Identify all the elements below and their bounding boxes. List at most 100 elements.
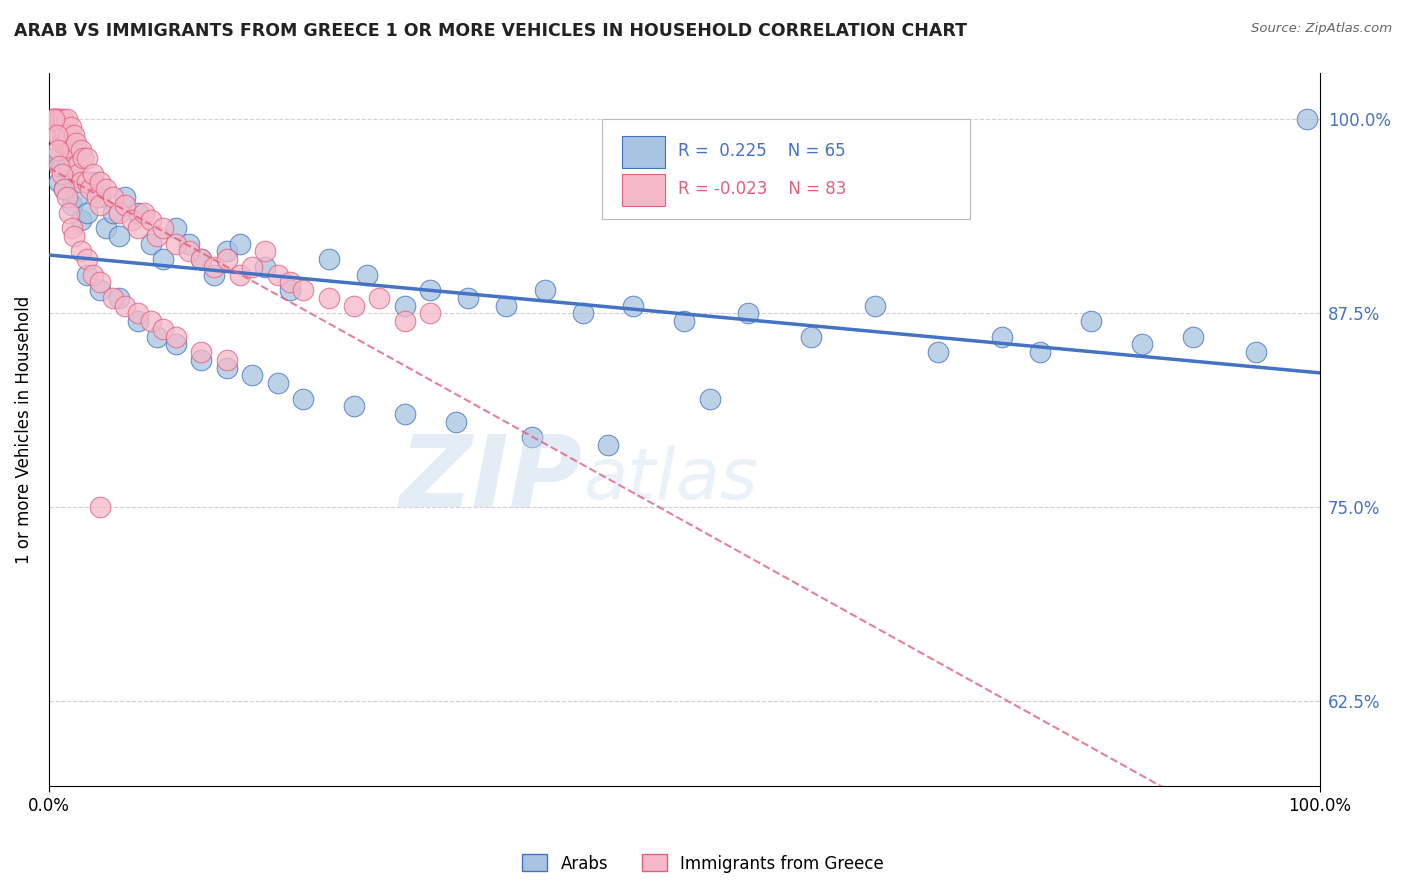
Point [190,345,212,359]
Point [292,283,315,297]
Point [114,299,136,313]
Point [62,151,84,165]
Point [76,151,98,165]
Point [152,322,174,336]
Point [44,151,66,165]
Point [67,167,90,181]
Point [76,268,98,282]
Point [240,260,263,274]
Point [49,112,72,127]
Point [737,306,759,320]
Point [800,329,823,343]
Point [69,144,91,158]
Point [318,291,340,305]
Point [114,198,136,212]
Point [127,205,149,219]
Point [394,314,416,328]
Point [58,205,80,219]
Point [60,144,83,158]
Point [165,337,187,351]
Point [42,112,65,127]
Point [215,352,238,367]
Point [146,228,169,243]
Point [520,430,543,444]
Point [46,112,69,127]
Point [457,291,479,305]
Point [121,213,143,227]
Point [127,306,149,320]
Point [53,128,76,142]
Point [228,268,250,282]
Point [48,159,70,173]
FancyBboxPatch shape [621,174,665,206]
Point [1130,337,1153,351]
Point [55,136,77,150]
Point [215,252,238,266]
Point [66,159,89,173]
Point [63,159,86,173]
Point [215,244,238,259]
Point [51,167,73,181]
Point [108,205,131,219]
Point [343,400,366,414]
Point [368,291,391,305]
Point [596,438,619,452]
Point [533,283,555,297]
Point [1244,345,1267,359]
Point [82,268,104,282]
Point [267,376,290,390]
Text: Source: ZipAtlas.com: Source: ZipAtlas.com [1251,22,1392,36]
Point [253,260,276,274]
Point [55,112,77,127]
Point [419,283,441,297]
Point [44,112,66,127]
Point [699,392,721,406]
Point [96,221,118,235]
Point [190,252,212,266]
FancyBboxPatch shape [621,136,665,168]
Point [127,221,149,235]
Point [673,314,696,328]
Point [146,329,169,343]
Point [46,144,69,158]
Point [52,112,75,127]
Point [86,190,108,204]
Point [72,151,94,165]
Point [1080,314,1102,328]
Point [51,120,73,135]
Point [58,144,80,158]
Point [63,128,86,142]
Point [1181,329,1204,343]
Point [165,329,187,343]
Point [69,244,91,259]
Point [114,190,136,204]
Point [60,198,83,212]
Point [53,182,76,196]
Text: atlas: atlas [582,445,758,514]
Point [318,252,340,266]
Point [82,167,104,181]
Point [356,268,378,282]
Point [228,236,250,251]
Point [79,182,101,196]
Point [82,174,104,188]
Point [101,205,124,219]
Point [89,283,111,297]
Point [55,190,77,204]
Point [108,291,131,305]
Point [45,112,67,127]
Point [65,136,87,150]
Point [139,314,162,328]
Point [152,252,174,266]
Point [76,252,98,266]
Point [63,174,86,188]
Point [51,159,73,173]
Point [165,221,187,235]
Point [202,260,225,274]
Point [139,236,162,251]
Point [1296,112,1319,127]
Point [96,182,118,196]
Point [202,268,225,282]
Point [343,299,366,313]
Point [51,136,73,150]
